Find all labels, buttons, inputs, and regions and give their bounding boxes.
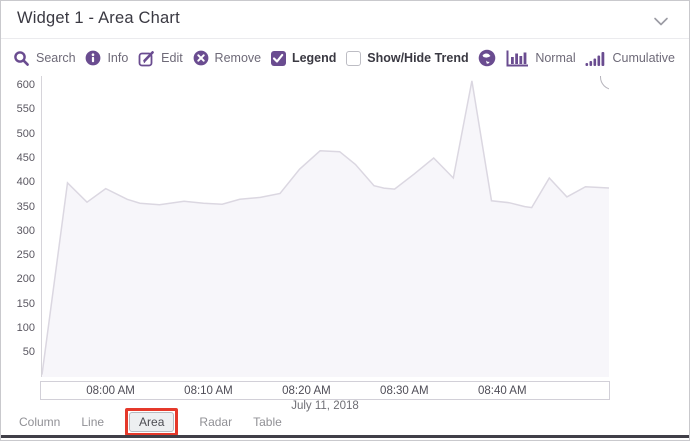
globe-button[interactable] (478, 49, 496, 67)
tab-column[interactable]: Column (19, 414, 61, 429)
x-axis-label: 08:20 AM (282, 384, 331, 397)
globe-icon (478, 49, 496, 67)
widget-title: Widget 1 - Area Chart (17, 9, 180, 27)
info-icon (85, 50, 101, 66)
search-icon (13, 50, 30, 67)
cumulative-label: Cumulative (612, 51, 675, 65)
x-axis-band: 08:00 AM 08:10 AM 08:20 AM 08:30 AM 08:40 AM (40, 381, 610, 400)
x-axis-label: 08:10 AM (184, 384, 233, 397)
y-axis-label: 150 (16, 297, 35, 310)
info-button[interactable]: Info (85, 50, 128, 66)
legend-label: Legend (291, 51, 337, 65)
legend-checkbox[interactable] (270, 50, 286, 66)
y-axis-label: 500 (16, 127, 35, 140)
trend-label: Show/Hide Trend (367, 51, 469, 65)
widget-bottom-border (1, 435, 689, 438)
x-axis-label: 08:40 AM (477, 384, 527, 397)
cumulative-view-button[interactable]: Cumulative (585, 50, 675, 67)
annotation-red-box: Area (125, 407, 179, 436)
area-series (42, 80, 609, 377)
tab-area[interactable]: Area (129, 411, 175, 432)
y-axis-label: 50 (22, 346, 35, 359)
remove-label: Remove (214, 51, 262, 65)
search-button[interactable]: Search (13, 50, 76, 67)
chevron-down-icon[interactable] (653, 14, 669, 26)
x-axis-date-label: July 11, 2018 (291, 400, 359, 412)
area-line (42, 80, 609, 375)
edit-button[interactable]: Edit (138, 50, 183, 67)
y-axis-label: 350 (16, 200, 35, 213)
legend-toggle[interactable]: Legend (270, 50, 337, 66)
y-axis-label: 300 (16, 224, 35, 237)
trend-checkbox[interactable] (346, 50, 362, 66)
edit-label: Edit (161, 51, 183, 65)
search-label: Search (36, 51, 76, 65)
normal-view-button[interactable]: Normal (506, 50, 576, 67)
chart-type-tabs: Column Line Area Radar Table (1, 407, 689, 436)
y-axis-label: 600 (16, 79, 35, 92)
edit-icon (138, 50, 155, 67)
tab-line[interactable]: Line (81, 414, 105, 429)
y-axis-label: 200 (16, 273, 35, 286)
area-fill (42, 80, 609, 377)
plot-area (41, 76, 609, 377)
show-hide-trend-toggle[interactable]: Show/Hide Trend (346, 50, 469, 66)
y-axis-label: 400 (16, 176, 35, 189)
titlebar: Widget 1 - Area Chart (1, 1, 689, 39)
info-label: Info (107, 51, 129, 65)
remove-icon (193, 50, 209, 66)
normal-label: Normal (535, 51, 576, 65)
chevron-down-icon (608, 76, 609, 77)
y-axis-label: 550 (16, 103, 35, 116)
toolbar: Search Info Edit Remove Legend (1, 40, 689, 76)
remove-button[interactable]: Remove (193, 50, 262, 66)
tab-radar[interactable]: Radar (199, 414, 233, 429)
tab-table[interactable]: Table (253, 414, 282, 429)
y-axis-label: 100 (16, 321, 35, 334)
normal-chart-icon (506, 50, 529, 67)
y-axis-label: 250 (16, 249, 35, 262)
x-axis-label: 08:30 AM (380, 384, 429, 397)
cumulative-chart-icon (585, 50, 606, 67)
y-axis-label: 450 (16, 152, 35, 165)
x-axis-label: 08:00 AM (86, 384, 135, 397)
